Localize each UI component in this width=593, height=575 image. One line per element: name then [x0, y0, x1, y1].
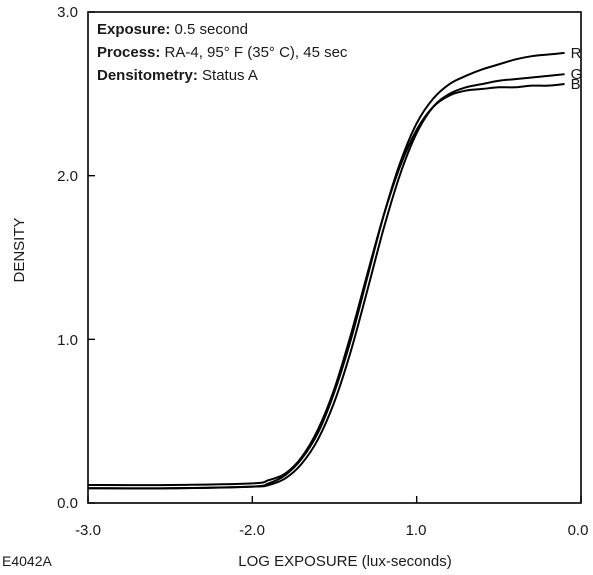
info-key: Densitometry: [97, 67, 198, 84]
info-key: Process: [97, 44, 160, 61]
series-label-g: G [571, 66, 583, 83]
series-line-g [87, 73, 565, 490]
plot-frame [87, 11, 582, 504]
info-value: Status A [198, 67, 258, 84]
info-key: Exposure: [97, 21, 170, 38]
y-tick-label: 0.0 [57, 495, 78, 512]
curves [87, 51, 565, 490]
y-tick-label: 1.0 [57, 332, 78, 349]
y-axis-title: DENSITY [11, 217, 28, 282]
y-tick-label: 2.0 [57, 168, 78, 185]
figure-code: E4042A [2, 553, 52, 569]
info-exposure: Exposure: 0.5 second [97, 21, 248, 38]
x-tick-label: 1.0 [406, 522, 427, 539]
x-tick-label: 0.0 [568, 522, 589, 539]
curve-labels: RGB [571, 45, 583, 93]
series-label-r: R [571, 45, 582, 62]
info-value: RA-4, 95° F (35° C), 45 sec [160, 44, 348, 61]
info-value: 0.5 second [170, 21, 248, 38]
series-label-b: B [571, 76, 581, 93]
axis-ticks [87, 11, 582, 504]
y-tick-label: 3.0 [57, 4, 78, 21]
info-densitometry: Densitometry: Status A [97, 67, 258, 84]
x-tick-label: -3.0 [75, 522, 101, 539]
x-axis-title: LOG EXPOSURE (lux-seconds) [238, 553, 451, 570]
info-process: Process: RA-4, 95° F (35° C), 45 sec [97, 44, 348, 61]
series-line-b [87, 83, 565, 487]
x-tick-label: -2.0 [239, 522, 265, 539]
